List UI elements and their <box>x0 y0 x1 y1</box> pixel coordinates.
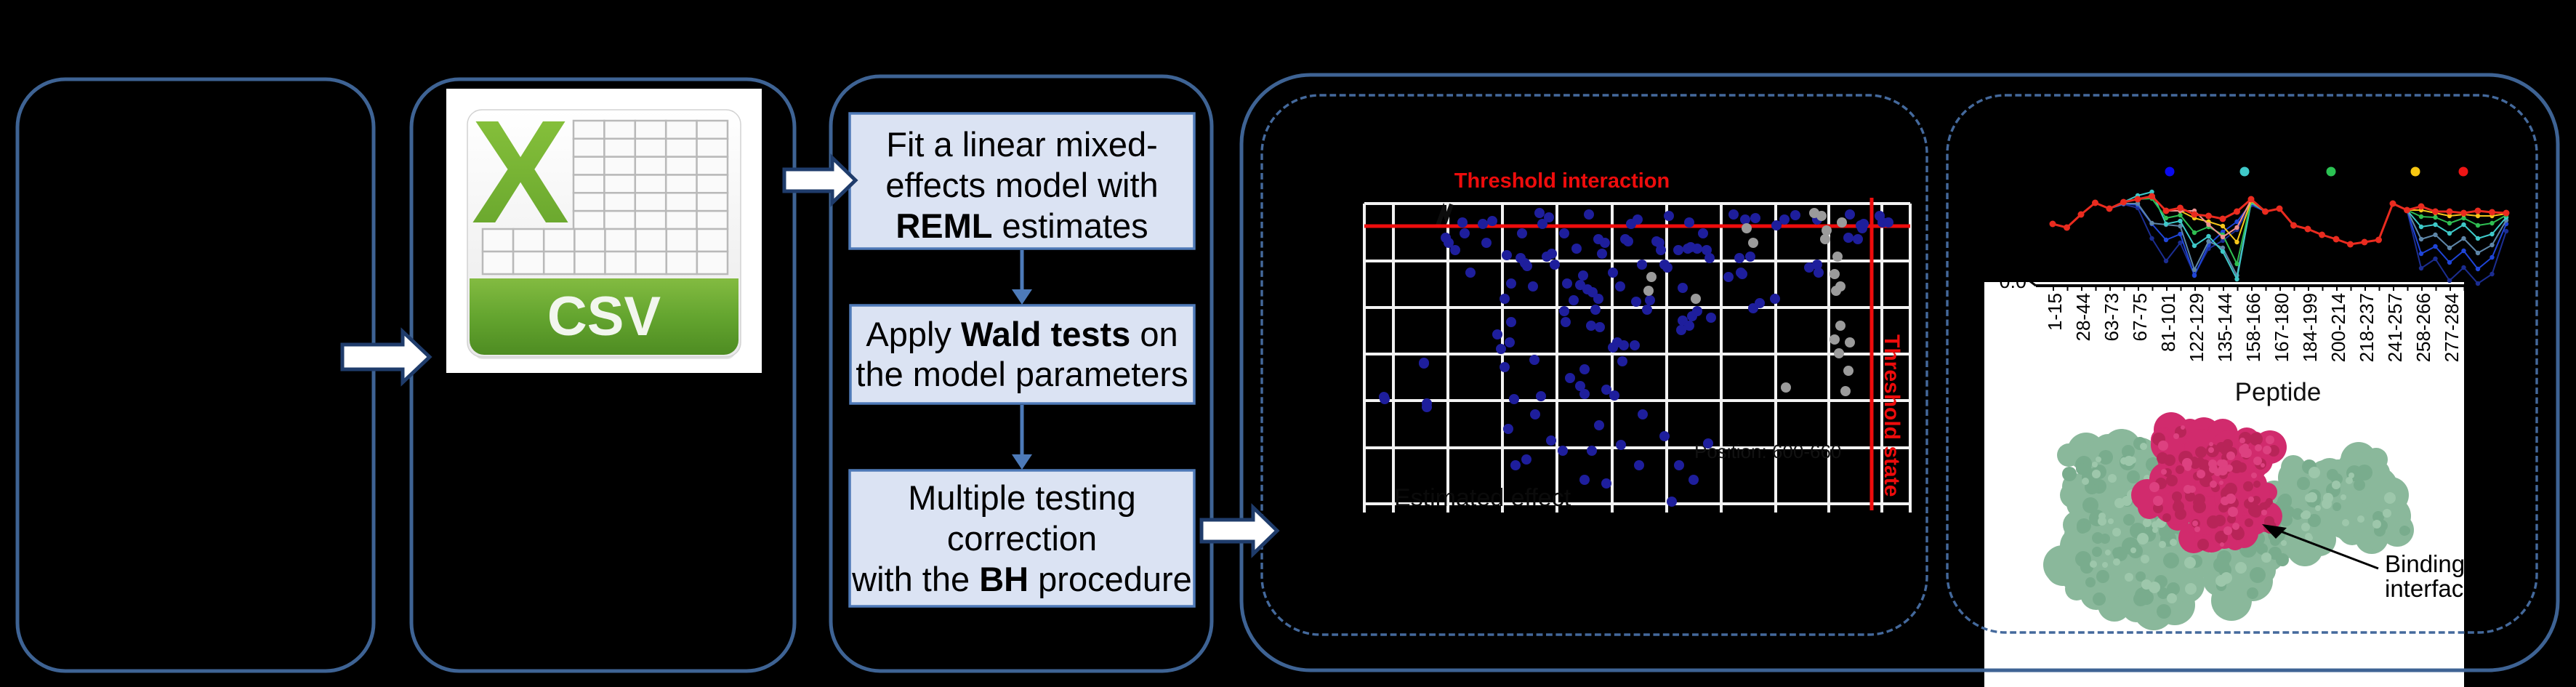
svg-text:63-73: 63-73 <box>2101 293 2122 342</box>
svg-text:Estimated effect: Estimated effect <box>1394 484 1571 512</box>
svg-text:Fit a linear mixed-: Fit a linear mixed- <box>886 125 1158 164</box>
svg-text:CSV: CSV <box>547 286 661 347</box>
svg-text:the model parameters: the model parameters <box>856 355 1188 393</box>
svg-text:200-214: 200-214 <box>2327 293 2349 362</box>
svg-text:with the BH procedure: with the BH procedure <box>851 560 1192 598</box>
svg-text:Apply Wald tests on: Apply Wald tests on <box>866 315 1178 353</box>
svg-text:Threshold state: Threshold state <box>1880 334 1904 497</box>
svg-text:218-237: 218-237 <box>2356 293 2378 362</box>
svg-text:28-44: 28-44 <box>2072 293 2094 342</box>
svg-text:Multiple testing: Multiple testing <box>908 478 1136 517</box>
svg-text:Peptide: Peptide <box>2235 378 2322 406</box>
svg-text:1-15: 1-15 <box>2044 293 2066 331</box>
svg-text:258-266: 258-266 <box>2412 293 2434 362</box>
svg-text:167-180: 167-180 <box>2271 293 2293 362</box>
svg-text:X: X <box>472 89 570 254</box>
svg-text:interface: interface <box>2385 575 2477 602</box>
svg-text:Threshold interaction: Threshold interaction <box>1454 169 1670 193</box>
svg-text:135-144: 135-144 <box>2214 293 2236 362</box>
svg-text:184-199: 184-199 <box>2299 293 2321 362</box>
svg-text:REML estimates: REML estimates <box>895 206 1148 245</box>
svg-text:241-257: 241-257 <box>2384 293 2406 362</box>
svg-text:67-75: 67-75 <box>2129 293 2151 342</box>
svg-text:Binding: Binding <box>2385 550 2465 577</box>
svg-text:122-129: 122-129 <box>2186 293 2207 362</box>
svg-text:correction: correction <box>947 519 1097 558</box>
svg-text:0.0: 0.0 <box>1999 270 2026 292</box>
svg-text:effects model with: effects model with <box>885 166 1158 204</box>
svg-text:158-166: 158-166 <box>2242 293 2264 362</box>
svg-text:81-101: 81-101 <box>2157 293 2179 352</box>
svg-text:Position: 600-660: Position: 600-660 <box>1694 441 1841 462</box>
svg-text:277-284: 277-284 <box>2441 293 2463 362</box>
